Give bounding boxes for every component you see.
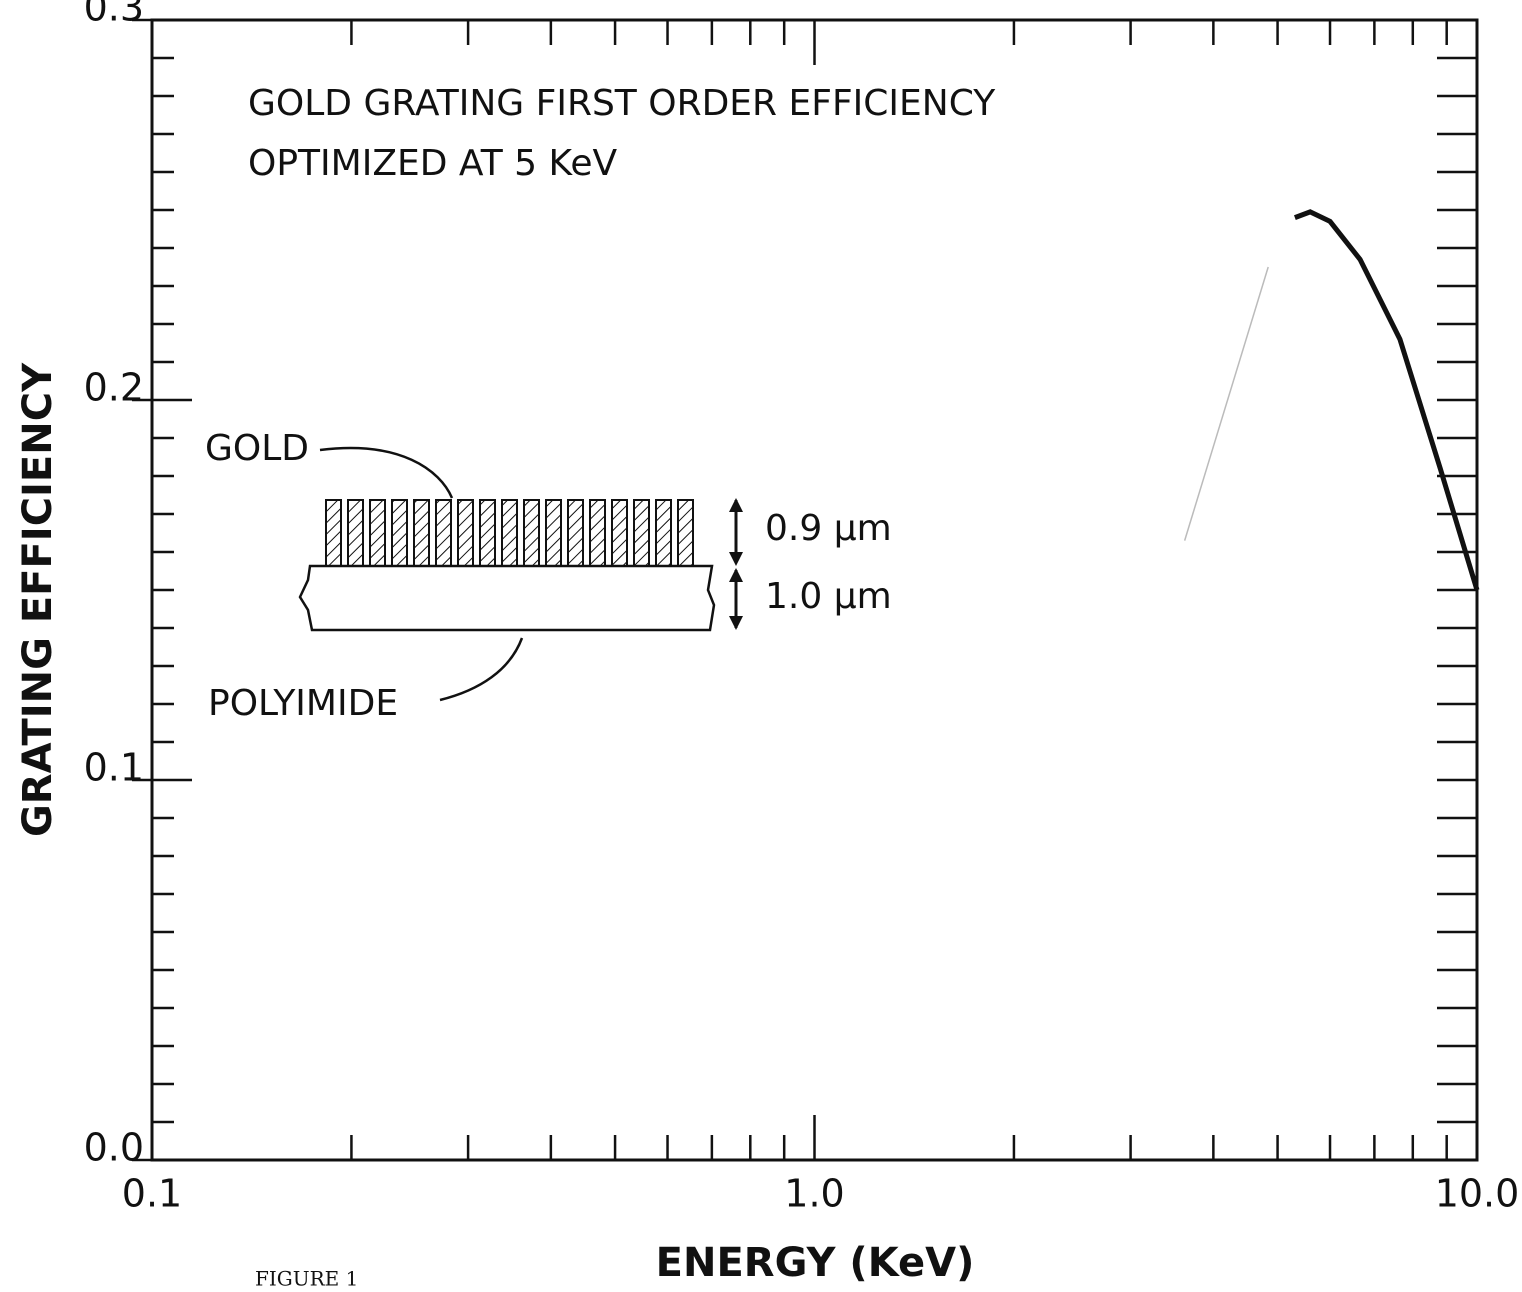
grating-tooth xyxy=(326,500,341,566)
y-tick-label: 0.1 xyxy=(84,746,144,790)
annotation: 1.0 μm xyxy=(765,576,892,617)
y-tick-label: 0.3 xyxy=(84,0,144,30)
chart-subtitle: OPTIMIZED AT 5 KeV xyxy=(248,143,617,184)
x-tick-label: 0.1 xyxy=(122,1172,182,1216)
x-tick-label: 10.0 xyxy=(1435,1172,1520,1216)
grating-tooth xyxy=(546,500,561,566)
chart: GOLD GRATING FIRST ORDER EFFICIENCY OPTI… xyxy=(0,0,1522,1292)
grating-tooth xyxy=(634,500,649,566)
annotation: POLYIMIDE xyxy=(208,683,398,724)
grating-tooth xyxy=(348,500,363,566)
y-axis-label: GRATING EFFICIENCY xyxy=(15,362,61,837)
annotation: 0.9 μm xyxy=(765,508,892,549)
grating-tooth xyxy=(370,500,385,566)
grating-tooth xyxy=(414,500,429,566)
grating-tooth xyxy=(480,500,495,566)
grating-tooth xyxy=(568,500,583,566)
y-tick-label: 0.0 xyxy=(84,1126,144,1170)
grating-tooth xyxy=(524,500,539,566)
figure-caption: FIGURE 1 xyxy=(255,1267,358,1291)
grating-tooth xyxy=(458,500,473,566)
grating-tooth xyxy=(678,500,693,566)
grating-tooth xyxy=(590,500,605,566)
annotation: GOLD xyxy=(205,428,309,469)
grating-tooth xyxy=(612,500,627,566)
grating-tooth xyxy=(436,500,451,566)
y-tick-label: 0.2 xyxy=(84,366,144,410)
grating-diagram xyxy=(300,448,743,700)
x-axis-label: ENERGY (KeV) xyxy=(656,1240,975,1286)
grating-tooth xyxy=(656,500,671,566)
data-line xyxy=(1185,267,1269,541)
chart-title: GOLD GRATING FIRST ORDER EFFICIENCY xyxy=(248,83,996,124)
x-tick-label: 1.0 xyxy=(784,1172,844,1216)
grating-tooth xyxy=(392,500,407,566)
grating-tooth xyxy=(502,500,517,566)
